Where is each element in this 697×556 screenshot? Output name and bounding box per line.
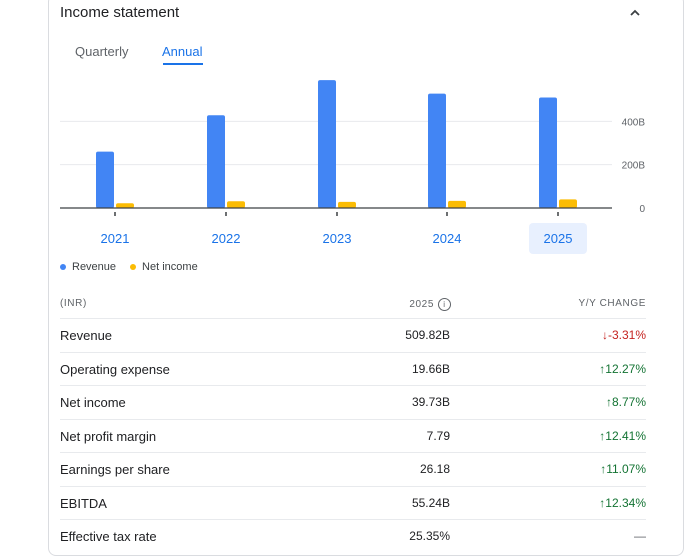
card-title: Income statement xyxy=(60,4,180,21)
collapse-button[interactable] xyxy=(624,2,646,24)
tab-quarterly[interactable]: Quarterly xyxy=(75,44,129,59)
row-change-value: 12.34% xyxy=(605,495,646,510)
row-change: ↑8.77% xyxy=(606,395,646,409)
active-tab-indicator xyxy=(163,63,203,65)
row-value: 509.82B xyxy=(405,328,450,342)
row-change: ↑12.34% xyxy=(599,496,646,510)
bar-net-income[interactable] xyxy=(338,201,356,208)
row-change-value: — xyxy=(634,529,646,543)
net-income-dot-icon xyxy=(130,264,137,270)
arrow-down-icon: ↓ xyxy=(601,328,608,342)
table-row: Effective tax rate 25.35% — xyxy=(60,519,646,553)
table-row: Earnings per share 26.18 ↑11.07% xyxy=(60,452,646,486)
row-label: Operating expense xyxy=(60,361,170,377)
table-row: Revenue 509.82B ↓-3.31% xyxy=(60,318,646,352)
row-label: Effective tax rate xyxy=(60,529,157,544)
year-tab-2025[interactable]: 2025 xyxy=(529,223,587,254)
year-tab-2021[interactable]: 2021 xyxy=(100,231,130,246)
legend-label-revenue: Revenue xyxy=(72,261,117,273)
legend-item-revenue: Revenue xyxy=(60,261,116,273)
row-change: ↓-3.31% xyxy=(602,328,646,342)
row-change-value: 12.27% xyxy=(605,361,646,376)
row-change: ↑11.07% xyxy=(600,462,646,476)
year-tab-2024[interactable]: 2024 xyxy=(432,231,462,246)
arrow-up-icon: ↑ xyxy=(605,395,612,409)
y-tick-label: 0 xyxy=(639,204,645,215)
bar-revenue[interactable] xyxy=(539,97,557,208)
row-label: EBITDA xyxy=(60,495,107,511)
bar-net-income[interactable] xyxy=(559,199,577,208)
row-value: 19.66B xyxy=(411,361,450,376)
income-chart: 0 200B 400B xyxy=(60,80,646,216)
row-label: Net income xyxy=(60,395,126,410)
row-label: Earnings per share xyxy=(60,462,170,477)
row-change: ↑12.27% xyxy=(599,362,646,376)
row-value: 25.35% xyxy=(409,529,450,543)
row-value: 26.18 xyxy=(419,462,450,476)
legend-item-net-income: Net income xyxy=(130,261,198,273)
table-row: Net profit margin 7.79 ↑12.41% xyxy=(60,418,646,453)
bar-net-income[interactable] xyxy=(448,200,466,208)
arrow-up-icon: ↑ xyxy=(599,428,606,443)
bar-revenue[interactable] xyxy=(96,151,114,208)
y-tick-label: 400B xyxy=(622,117,646,128)
table-header-year: 2025 i xyxy=(400,298,451,311)
table-row: EBITDA 55.24B ↑12.34% xyxy=(60,485,646,520)
year-tab-2022[interactable]: 2022 xyxy=(211,231,241,246)
row-change-value: 8.77% xyxy=(611,395,646,409)
row-label: Net profit margin xyxy=(60,428,157,444)
row-change-value: 12.41% xyxy=(605,428,646,443)
table-row: Net income 39.73B ↑8.77% xyxy=(60,385,646,419)
legend-label-net-income: Net income xyxy=(142,261,198,273)
table-header-change: Y/Y CHANGE xyxy=(578,298,646,309)
table-header-unit: (INR) xyxy=(60,298,87,309)
chevron-up-icon xyxy=(630,9,640,16)
y-tick-label: 200B xyxy=(622,161,646,172)
row-value: 55.24B xyxy=(411,495,450,510)
row-change-value: 11.07% xyxy=(606,462,646,476)
table-row: Operating expense 19.66B ↑12.27% xyxy=(60,351,646,386)
table-header-year-label: 2025 xyxy=(409,299,434,310)
income-statement-card xyxy=(48,0,684,556)
bar-revenue[interactable] xyxy=(318,80,336,208)
revenue-dot-icon xyxy=(60,264,66,270)
row-value: 39.73B xyxy=(411,395,450,409)
row-change: — xyxy=(634,529,646,543)
chart-legend: Revenue Net income xyxy=(60,261,198,273)
year-tab-2023[interactable]: 2023 xyxy=(322,231,352,246)
tab-annual[interactable]: Annual xyxy=(162,44,203,59)
row-label: Revenue xyxy=(60,328,113,343)
bar-revenue[interactable] xyxy=(207,115,225,208)
arrow-up-icon: ↑ xyxy=(599,495,606,510)
arrow-up-icon: ↑ xyxy=(599,361,606,376)
info-icon[interactable]: i xyxy=(438,298,451,311)
row-change-value: -3.31% xyxy=(607,328,646,342)
bar-revenue[interactable] xyxy=(428,93,446,208)
row-change: ↑12.41% xyxy=(599,429,646,443)
row-value: 7.79 xyxy=(426,428,450,443)
arrow-up-icon: ↑ xyxy=(600,462,607,476)
bar-net-income[interactable] xyxy=(227,201,245,208)
bar-net-income[interactable] xyxy=(116,203,134,208)
